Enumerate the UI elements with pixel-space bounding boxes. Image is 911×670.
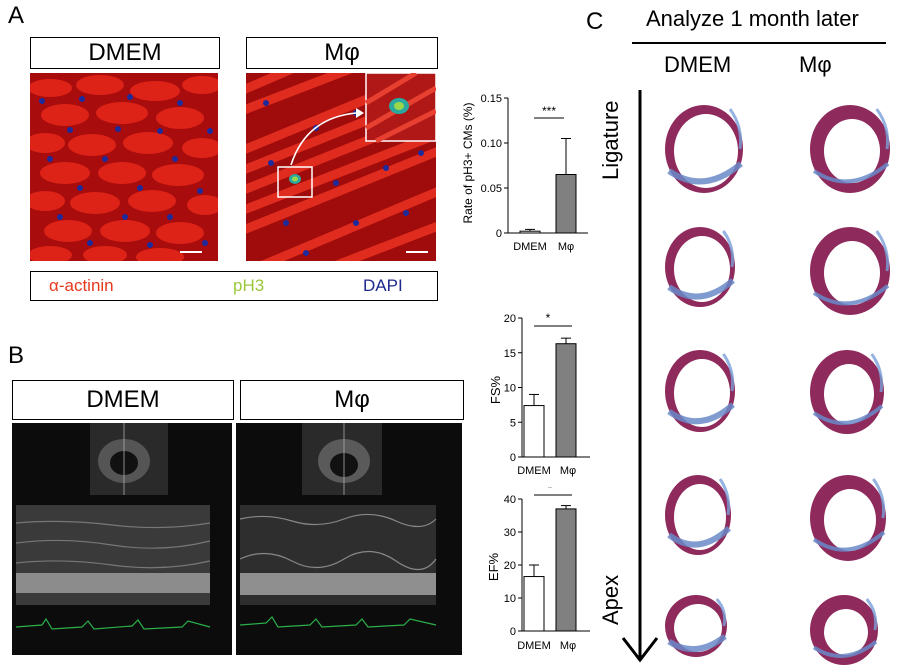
panel-a-mphi-label: Mφ xyxy=(246,37,438,69)
ph3-rate-bar-chart: Rate of pH3+ CMs (%) 0 0.05 0.10 0.15 *** D… xyxy=(461,93,588,253)
ef-bar-chart: EF% 0 10 20 30 40 * DMEM Mφ xyxy=(486,487,590,652)
fs-ytick-label: 10 xyxy=(504,383,516,395)
mphi-alpha-actinin-micrograph xyxy=(246,73,436,261)
panel-b-dmem-label: DMEM xyxy=(12,380,234,420)
mphi-echocardiogram xyxy=(236,423,462,655)
panel-c-letter: C xyxy=(586,8,604,35)
ph3-bar-mphi xyxy=(555,174,577,234)
ph3-xtick-dmem: DMEM xyxy=(513,241,547,253)
ph3-ytick-label: 0.05 xyxy=(481,183,502,195)
fs-ytick-label: 5 xyxy=(510,417,516,429)
stain-legend: α-actinin pH3 DAPI xyxy=(30,271,438,301)
heart-section-mphi-1 xyxy=(810,105,890,193)
ph3-significance: *** xyxy=(542,104,556,118)
ef-bar-mphi xyxy=(555,508,577,632)
fs-ytick-label: 0 xyxy=(510,452,516,464)
heart-section-mphi-4 xyxy=(810,475,886,561)
ph3-ytick-label: 0.15 xyxy=(481,93,502,105)
dmem-echocardiogram xyxy=(12,423,232,655)
ligature-to-apex-arrow xyxy=(621,90,659,663)
ef-ytick-label: 20 xyxy=(504,560,516,572)
dmem-alpha-actinin-micrograph xyxy=(30,73,218,261)
fs-bar-dmem xyxy=(523,405,545,458)
ph3-xtick-mphi: Mφ xyxy=(558,241,574,253)
panel-a-letter: A xyxy=(8,2,25,29)
fs-ytick-label: 15 xyxy=(504,348,516,360)
ph3-bar-dmem xyxy=(519,230,541,234)
panel-c-col-mphi: Mφ xyxy=(799,52,832,77)
fs-xtick-dmem: DMEM xyxy=(517,465,551,477)
legend-alpha-actinin: α-actinin xyxy=(49,276,114,295)
ef-ytick-label: 0 xyxy=(510,626,516,638)
panel-c-title-rule xyxy=(632,42,886,44)
heart-section-dmem-4 xyxy=(665,475,732,555)
fs-ylabel: FS% xyxy=(488,375,503,404)
ef-xtick-dmem: DMEM xyxy=(517,640,551,652)
ef-ytick-label: 10 xyxy=(504,593,516,605)
heart-section-mphi-2 xyxy=(810,227,890,315)
fs-ytick-label: 20 xyxy=(504,313,516,325)
heart-section-dmem-1 xyxy=(665,105,743,193)
panel-b-letter: B xyxy=(8,342,25,369)
legend-ph3: pH3 xyxy=(233,276,265,295)
fs-bar-mphi xyxy=(555,343,577,458)
panel-c-title: Analyze 1 month later xyxy=(646,6,859,31)
ph3-ytick-label: 0 xyxy=(496,228,502,240)
heart-section-mphi-3 xyxy=(810,350,884,434)
heart-section-dmem-2 xyxy=(665,227,735,307)
fs-bar-chart: FS% 0 5 10 15 20 * DMEM Mφ xyxy=(488,311,590,477)
panel-c-col-dmem: DMEM xyxy=(664,52,732,77)
heart-section-dmem-5 xyxy=(665,595,727,657)
fs-significance: * xyxy=(546,311,551,325)
legend-dapi: DAPI xyxy=(363,276,403,295)
ph3-ytick-label: 0.10 xyxy=(481,138,502,150)
ef-significance: * xyxy=(548,487,553,495)
ef-bar-dmem xyxy=(523,576,545,632)
ph3-ylabel: Rate of pH3+ CMs (%) xyxy=(461,102,475,223)
panel-b-mphi-label: Mφ xyxy=(240,380,464,420)
heart-section-dmem-3 xyxy=(665,350,735,432)
heart-section-mphi-5 xyxy=(810,595,878,665)
fs-xtick-mphi: Mφ xyxy=(560,465,576,477)
ef-ylabel: EF% xyxy=(486,552,501,581)
panel-a-dmem-label: DMEM xyxy=(30,37,220,69)
ef-ytick-label: 30 xyxy=(504,527,516,539)
ef-ytick-label: 40 xyxy=(504,494,516,506)
ef-xtick-mphi: Mφ xyxy=(560,640,576,652)
